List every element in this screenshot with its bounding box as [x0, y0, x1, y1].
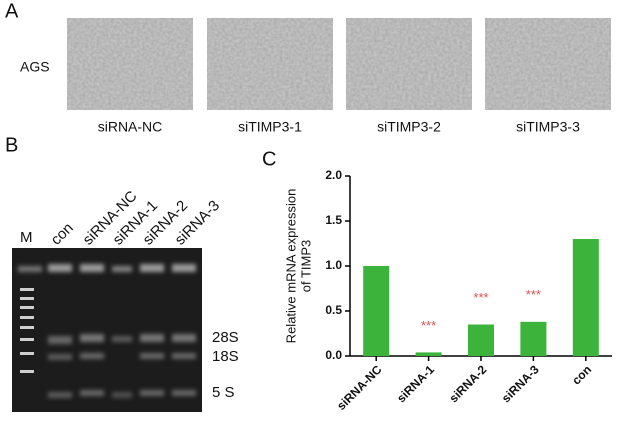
panel-label: B [5, 134, 18, 156]
bar [363, 266, 390, 356]
x-tick-label: siRNA-3 [499, 362, 542, 405]
significance: *** [421, 318, 436, 333]
x-tick-label: siRNA-2 [446, 362, 489, 405]
panel-label: A [5, 0, 19, 22]
band-label: 28S [212, 329, 239, 346]
x-tick-label: siRNA-NC [334, 362, 385, 413]
gel [12, 248, 202, 412]
y-axis-label: of TIMP3 [298, 240, 313, 293]
x-tick-label: siRNA-1 [394, 362, 437, 405]
lane-label: con [48, 220, 77, 249]
micrograph-texture [346, 18, 472, 110]
x-tick-label: con [569, 362, 594, 387]
bar [572, 239, 599, 356]
band-label: 5 S [212, 384, 235, 401]
micrograph-texture [67, 18, 193, 110]
significance: *** [473, 290, 488, 305]
band-label: 18S [212, 348, 239, 365]
y-tick-label: 0.5 [325, 303, 342, 317]
bar [468, 324, 494, 356]
y-tick-label: 2.0 [325, 168, 342, 182]
y-tick-label: 1.5 [325, 213, 342, 227]
panel-label: C [262, 148, 276, 170]
micrograph-texture [485, 18, 611, 110]
y-axis-label: Relative mRNA expression [283, 189, 298, 344]
y-tick-label: 1.0 [325, 258, 342, 272]
micrograph-texture [207, 18, 333, 110]
y-tick-label: 0.0 [325, 348, 342, 362]
bar [415, 352, 442, 356]
caption: siTIMP3-2 [377, 119, 441, 135]
bar [520, 321, 547, 356]
caption: siTIMP3-1 [238, 119, 302, 135]
lane-label: M [20, 229, 33, 246]
caption: siRNA-NC [98, 119, 163, 135]
row-label: AGS [20, 59, 50, 75]
caption: siTIMP3-3 [516, 119, 580, 135]
significance: *** [526, 287, 541, 302]
